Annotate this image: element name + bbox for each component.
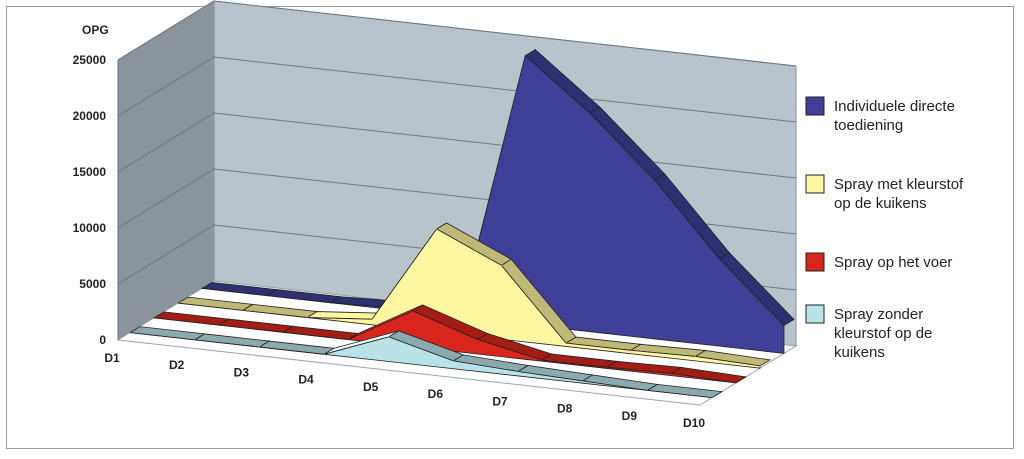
legend-label-line: kleurstof op de (834, 325, 932, 342)
legend-swatch (805, 252, 825, 272)
series-2-point-d7 (565, 342, 567, 344)
x-tick-label-d6: D6 (428, 387, 444, 401)
legend-label-line: kuikens (834, 344, 885, 361)
legend-label-line: toediening (834, 117, 903, 134)
series-layer (128, 48, 795, 399)
legend: Individuele directe toediening Spray met k… (805, 96, 964, 361)
legend-label-line: Individuele directe (834, 98, 955, 115)
legend-label-line: Spray op het voer (834, 254, 952, 271)
series-2-point-d5 (436, 228, 438, 230)
series-3-point-d1 (153, 317, 155, 319)
series-3-point-d9 (670, 372, 672, 375)
legend-label-line: Spray met kleurstof (834, 176, 964, 193)
series-1-point-d2 (266, 294, 268, 297)
x-tick-label-d2: D2 (169, 358, 185, 372)
legend-item-1: Individuele directe toediening (805, 96, 955, 134)
x-tick-label-d4: D4 (298, 373, 314, 387)
x-tick-label-d8: D8 (557, 402, 573, 416)
series-3-point-d5 (412, 310, 414, 312)
series-1-point-d8 (654, 179, 656, 181)
series-4-point-d5 (388, 336, 390, 338)
y-tick-label: 20000 (73, 109, 107, 123)
gridline (117, 0, 797, 67)
series-4 (128, 326, 724, 399)
y-tick-label: 0 (99, 333, 106, 347)
series-2-point-d9 (694, 355, 696, 358)
legend-item-2: Spray met kleurstof op de kuikens (805, 174, 964, 212)
y-axis-label: OPG (82, 23, 109, 37)
series-4-point-d7 (517, 370, 519, 373)
legend-swatch (805, 174, 825, 194)
series-2-point-d3 (306, 316, 308, 319)
series-3-point-d10 (735, 382, 737, 384)
legend-label-line: op de kuikens (834, 195, 927, 212)
legend-label-line: Spray zonder (834, 306, 923, 323)
y-tick-label: 25000 (73, 53, 107, 67)
x-tick-label-d1: D1 (104, 351, 120, 365)
legend-label: Spray zonder kleurstof op de kuikens (834, 306, 932, 361)
y-tick-label: 5000 (79, 277, 106, 291)
legend-label: Spray op het voer (834, 254, 952, 271)
series-2-point-d6 (500, 264, 502, 266)
series-1-point-d7 (589, 112, 591, 114)
series-4-point-d3 (258, 346, 260, 348)
series-1-point-d10 (783, 324, 785, 326)
legend-swatch (805, 304, 825, 324)
series-3-point-d8 (606, 366, 608, 368)
series-1-point-d3 (330, 302, 332, 304)
series-4-point-d2 (194, 339, 196, 341)
series-2 (176, 222, 772, 369)
series-3-point-d2 (218, 324, 220, 326)
legend-label: Individuele directe toediening (834, 98, 955, 134)
x-tick-label-d7: D7 (492, 394, 508, 408)
series-3 (152, 304, 748, 384)
axes: OPG 0 5000 10000 15000 20000 25000 D1 D2 D3 D4 D5 D… (73, 23, 706, 430)
series-3-point-d3 (282, 331, 284, 333)
x-tick-label-d9: D9 (622, 409, 638, 423)
legend-label: Spray met kleurstof op de kuikens (834, 176, 964, 212)
series-3-point-d7 (541, 359, 543, 361)
series-2-point-d1 (177, 302, 179, 304)
x-tick-label-d10: D10 (683, 416, 705, 430)
x-tick-label-d5: D5 (363, 380, 379, 394)
gridline (117, 56, 797, 123)
legend-item-3: Spray op het voer (805, 252, 952, 272)
series-1-point-d1 (201, 287, 203, 289)
series-2-point-d10 (759, 365, 761, 367)
series-1-point-d9 (718, 258, 720, 260)
series-4-point-d9 (646, 389, 648, 392)
series-2-point-d2 (242, 309, 244, 311)
series-4-point-d4 (323, 353, 325, 355)
x-tick-label-d3: D3 (234, 365, 250, 379)
legend-swatch (805, 96, 825, 116)
series-3-point-d4 (347, 338, 349, 341)
series-4-point-d10 (711, 397, 713, 399)
series-3-point-d6 (476, 338, 478, 341)
series-1-point-d6 (524, 55, 526, 57)
series-4-point-d8 (582, 380, 584, 382)
side-wall (117, 0, 215, 341)
y-tick-label: 15000 (73, 165, 107, 179)
series-4-point-d6 (452, 360, 454, 362)
series-4-point-d1 (129, 332, 131, 334)
y-tick-label: 10000 (73, 221, 107, 235)
legend-item-4: Spray zonder kleurstof op de kuikens (805, 304, 932, 361)
series-2-point-d4 (371, 318, 373, 320)
series-2-point-d8 (630, 349, 632, 351)
